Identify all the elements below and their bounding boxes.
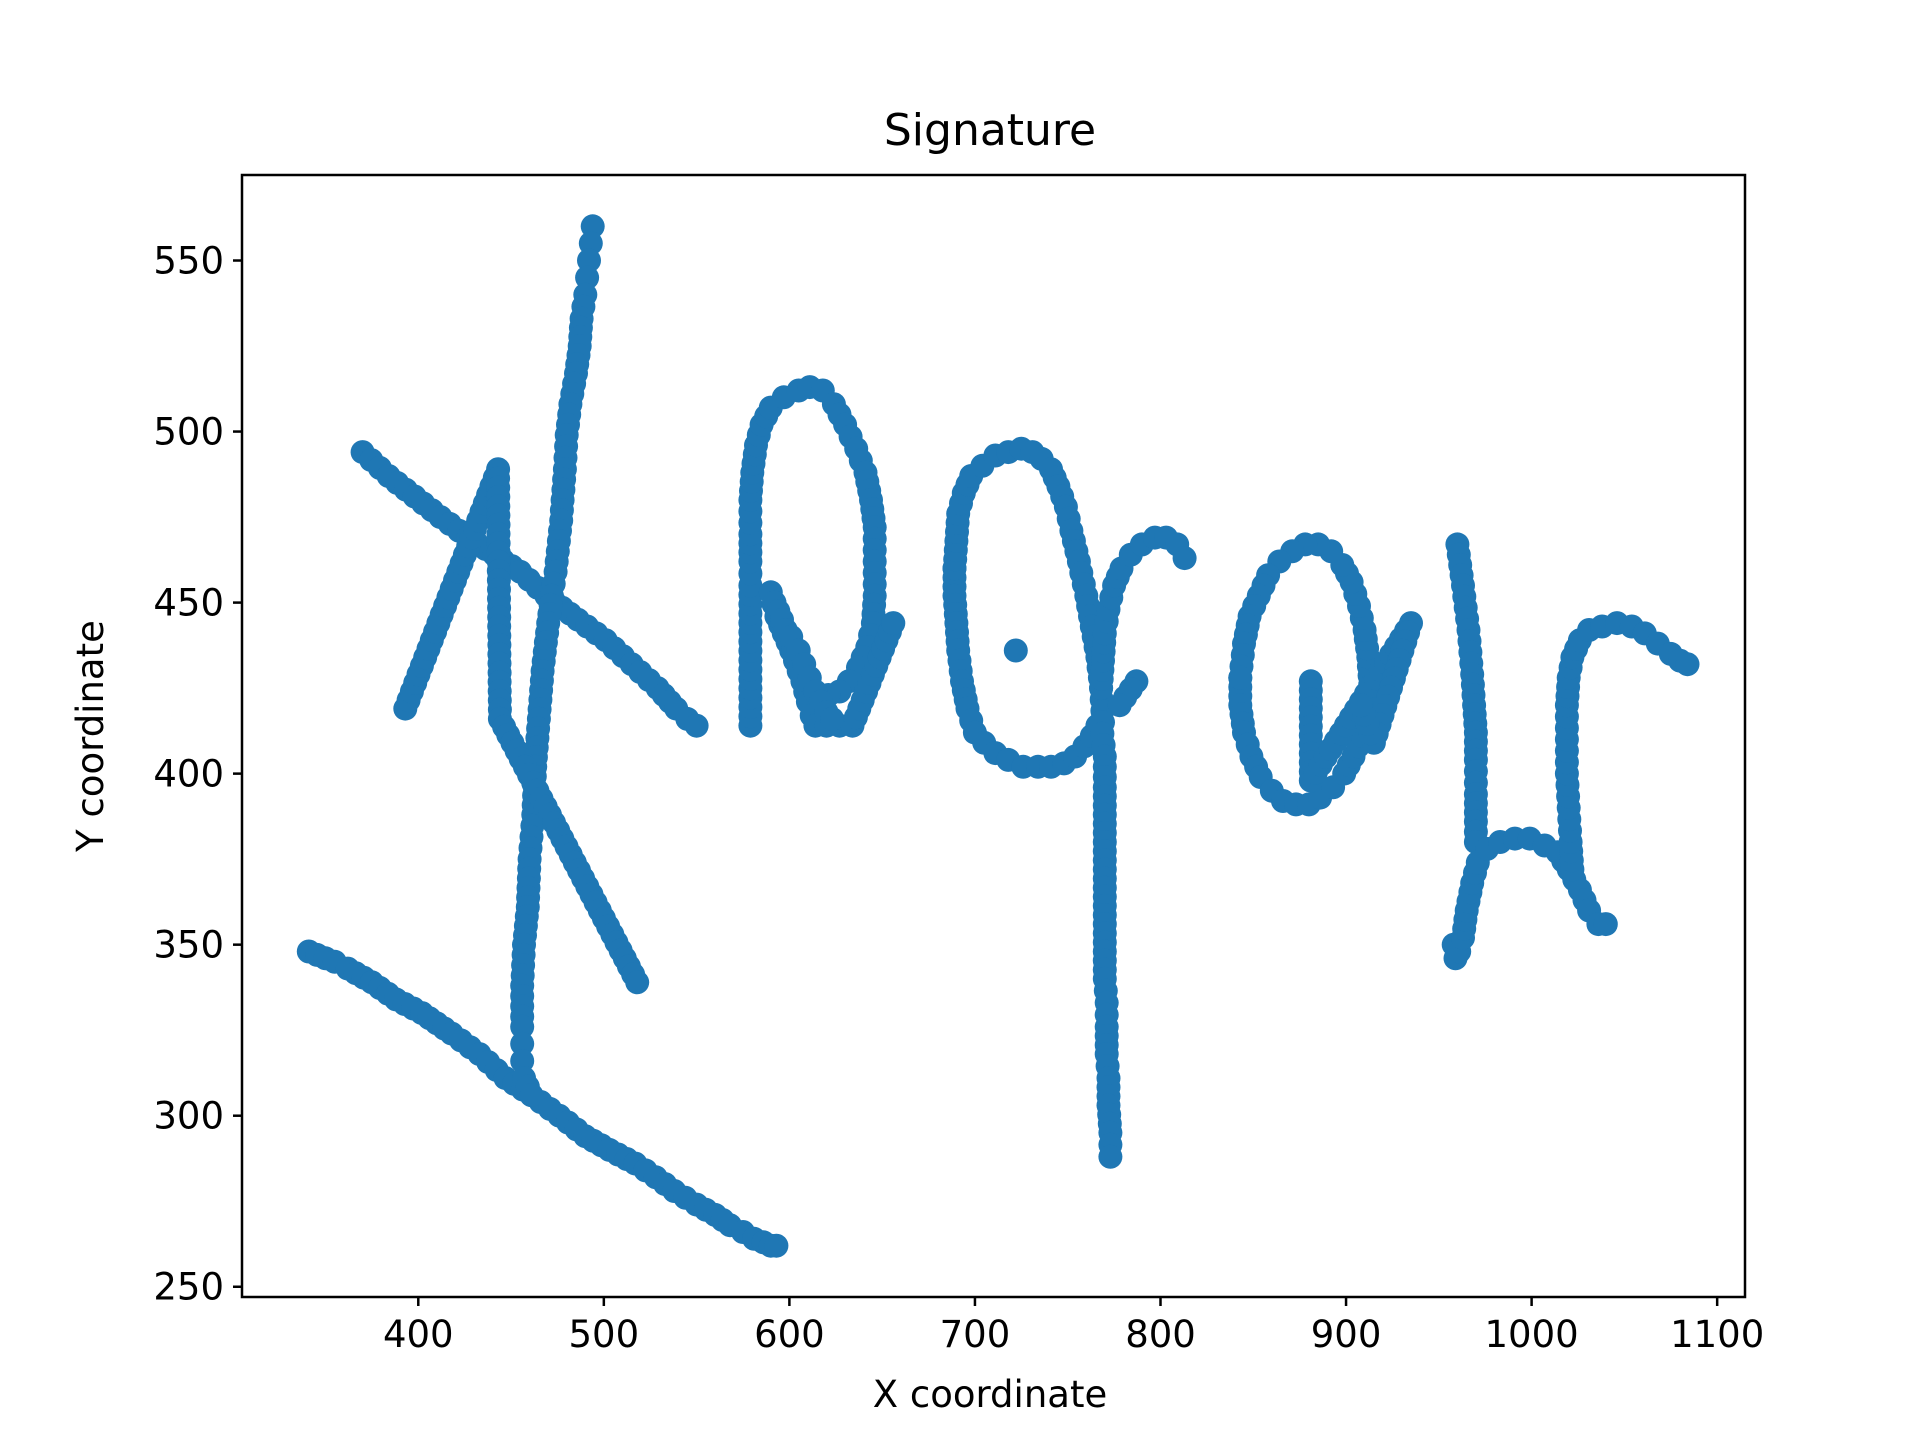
scatter-point [1675, 652, 1700, 677]
x-axis-ticks: 400 500 600 700 800 900 1000 1100 [383, 1297, 1764, 1356]
scatter-point [625, 970, 650, 995]
x-axis-label: X coordinate [873, 1373, 1107, 1416]
y-tick-label: 300 [153, 1095, 224, 1138]
y-tick-label: 450 [153, 582, 224, 625]
scatter-point [1107, 693, 1132, 718]
x-tick-label: 1100 [1670, 1313, 1764, 1356]
scatter-point [519, 1083, 544, 1108]
x-tick-label: 1000 [1485, 1313, 1579, 1356]
plot-frame [240, 173, 1747, 1299]
scatter-point [1593, 912, 1618, 937]
x-tick-label: 800 [1125, 1313, 1196, 1356]
y-axis-ticks: 250 300 350 400 450 500 550 [153, 240, 242, 1309]
scatter-point [1228, 665, 1253, 690]
x-tick-label: 500 [569, 1313, 640, 1356]
scatter-point [1348, 693, 1373, 718]
scatter-point [684, 713, 709, 738]
scatter-point [764, 1233, 789, 1258]
scatter-point [1003, 638, 1028, 663]
x-tick-label: 700 [940, 1313, 1011, 1356]
y-tick-label: 500 [153, 411, 224, 454]
chart-title: Signature [884, 105, 1096, 156]
y-axis-label: Y coordinate [69, 620, 112, 853]
x-tick-label: 600 [754, 1313, 825, 1356]
y-tick-label: 250 [153, 1266, 224, 1309]
scatter-point [510, 1031, 535, 1056]
scatter-point [820, 706, 845, 731]
y-tick-label: 550 [153, 240, 224, 283]
scatter-point [881, 611, 906, 636]
y-tick-label: 400 [153, 753, 224, 796]
y-tick-label: 350 [153, 924, 224, 967]
scatter-point [1098, 1144, 1123, 1169]
scatter-point [1172, 546, 1197, 571]
scatter-point [510, 1014, 535, 1039]
x-tick-label: 900 [1311, 1313, 1382, 1356]
x-tick-label: 400 [383, 1313, 454, 1356]
scatter-points [296, 214, 1700, 1258]
